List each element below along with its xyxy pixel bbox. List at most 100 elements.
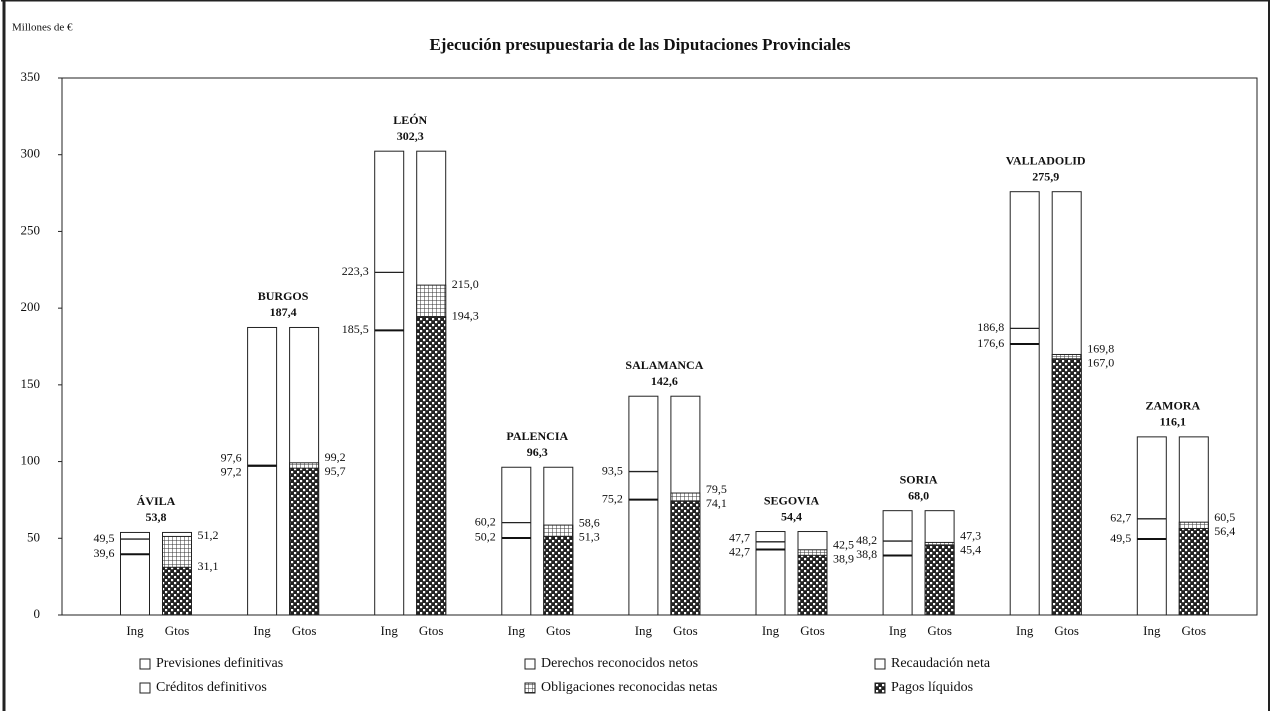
bar-label: Gtos [673,623,698,638]
total-label: 142,6 [651,374,678,388]
total-label: 302,3 [397,129,424,143]
value-label: 62,7 [1110,511,1131,525]
bar-previsiones [628,395,659,616]
value-label: 75,2 [602,491,623,505]
bar-previsiones [882,510,913,616]
value-label: 176,6 [977,336,1004,350]
value-label: 169,8 [1087,341,1114,355]
value-label: 38,8 [856,547,877,561]
bar-label: Gtos [292,623,317,638]
total-label: 116,1 [1160,415,1186,429]
bar-label: Ing [126,623,144,638]
total-label: 54,4 [781,509,802,523]
plot-area [61,77,1258,616]
y-tick-label: 200 [21,299,41,314]
province-label: PALENCIA [506,429,568,443]
bar-previsiones [120,531,150,616]
value-label: 79,5 [706,482,727,496]
legend-label: Pagos líquidos [891,680,973,695]
bar-label: Ing [1143,623,1161,638]
province-label: SORIA [900,472,938,486]
total-label: 53,8 [146,510,167,524]
bar-label: Ing [889,623,907,638]
legend-label: Obligaciones reconocidas netas [541,680,718,695]
bar-label: Ing [635,623,653,638]
legend-swatch [139,658,151,670]
bar-pagos [416,316,447,616]
bar-pagos [543,535,574,616]
bar-previsiones [755,531,786,616]
province-label: SEGOVIA [764,493,820,507]
bar-label: Gtos [1054,623,1079,638]
bar-label: Gtos [1182,623,1207,638]
y-tick-label: 150 [21,376,41,391]
bar-pagos [797,554,828,616]
bar-previsiones [1009,191,1040,616]
value-label: 167,0 [1087,355,1114,369]
value-label: 185,5 [342,322,369,336]
province-label: ÁVILA [137,494,176,508]
value-label: 60,2 [475,514,496,528]
legend-swatch [139,682,151,694]
province-label: ZAMORA [1145,399,1200,413]
value-label: 95,7 [325,464,346,478]
bar-previsiones [501,466,532,616]
bar-label: Gtos [546,623,571,638]
bar-label: Gtos [800,623,825,638]
legend-label: Créditos definitivos [156,680,267,695]
value-label: 31,1 [198,559,219,573]
value-label: 39,6 [94,546,115,560]
value-label: 74,1 [706,496,727,510]
y-tick-label: 50 [27,529,40,544]
y-tick-label: 300 [21,146,41,161]
value-label: 186,8 [977,320,1004,334]
value-label: 97,6 [221,450,242,464]
y-axis-label: Millones de € [12,22,73,34]
bar-label: Ing [762,623,780,638]
legend-swatch [524,682,536,694]
bar-label: Ing [381,623,399,638]
province-label: SALAMANCA [625,358,703,372]
bar-label: Gtos [927,623,952,638]
bar-label: Gtos [165,623,190,638]
province-label: BURGOS [258,289,309,303]
value-label: 97,2 [221,464,242,478]
value-label: 60,5 [1214,510,1235,524]
y-tick-label: 0 [34,606,41,621]
value-label: 42,5 [833,537,854,551]
value-label: 45,4 [960,543,981,557]
total-label: 96,3 [527,445,548,459]
value-label: 50,2 [475,530,496,544]
value-label: 38,9 [833,551,854,565]
total-label: 68,0 [908,488,929,502]
value-label: 47,7 [729,530,750,544]
y-tick-label: 350 [21,69,41,84]
bar-pagos [1178,527,1209,616]
legend-label: Previsiones definitivas [156,656,283,671]
province-label: LEÓN [393,113,427,127]
bar-label: Ing [1016,623,1034,638]
province-label: VALLADOLID [1006,153,1086,167]
chart-title: Ejecución presupuestaria de las Diputaci… [429,35,850,54]
legend-label: Recaudación neta [891,656,991,671]
legend-swatch [874,682,886,694]
value-label: 47,3 [960,529,981,543]
total-label: 187,4 [270,305,297,319]
value-label: 42,7 [729,544,750,558]
bar-previsiones [247,326,278,616]
bar-label: Ing [253,623,271,638]
value-label: 99,2 [325,450,346,464]
bar-label: Gtos [419,623,444,638]
legend-swatch [874,658,886,670]
bar-pagos [670,500,701,616]
legend-swatch [524,658,536,670]
value-label: 194,3 [452,309,479,323]
bar-previsiones [1136,436,1167,616]
value-label: 56,4 [1214,524,1235,538]
value-label: 223,3 [342,264,369,278]
bar-previsiones [374,150,405,616]
value-label: 215,0 [452,277,479,291]
bar-pagos [924,544,955,616]
total-label: 275,9 [1032,169,1059,183]
